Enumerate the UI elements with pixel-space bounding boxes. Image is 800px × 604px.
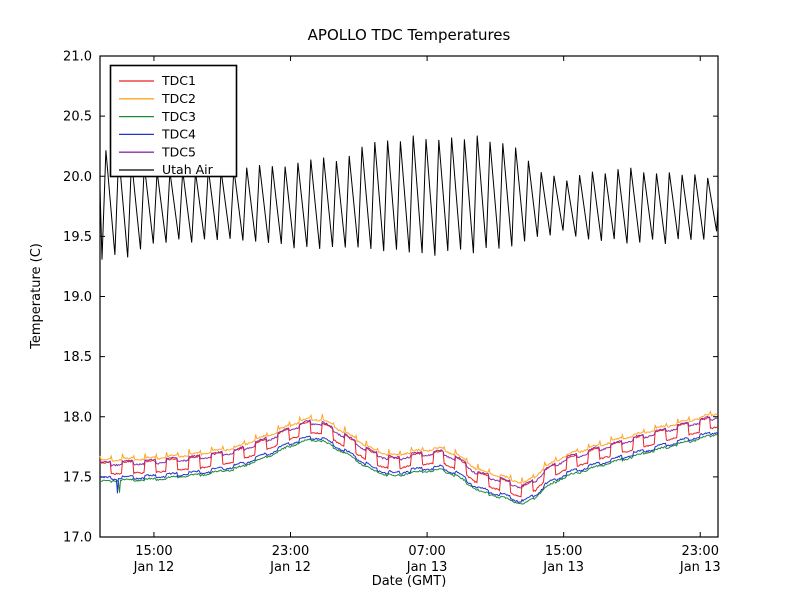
x-tick-date-label: Jan 12	[269, 560, 311, 575]
series-line-tdc3	[99, 433, 718, 505]
y-tick-label: 19.5	[63, 230, 92, 245]
x-axis-label: Date (GMT)	[372, 574, 447, 589]
series-line-utah-air	[99, 135, 719, 260]
y-tick-label: 17.0	[63, 531, 92, 546]
y-tick-label: 20.0	[63, 170, 92, 185]
series-line-tdc4	[99, 431, 718, 503]
x-tick-time-label: 15:00	[545, 544, 582, 559]
x-tick-time-label: 23:00	[682, 544, 719, 559]
x-tick-time-label: 23:00	[272, 544, 309, 559]
x-tick-date-label: Jan 13	[406, 560, 448, 575]
legend: TDC1 TDC2 TDC3 TDC4 TDC5 Utah Air	[109, 64, 238, 178]
y-tick-label: 20.5	[63, 110, 92, 125]
series-lines	[99, 135, 719, 505]
x-tick-date-label: Jan 13	[542, 560, 584, 575]
legend-label-utah-air: Utah Air	[162, 162, 214, 177]
series-line-tdc1	[99, 416, 718, 498]
y-tick-label: 17.5	[63, 470, 92, 485]
y-tick-label: 21.0	[63, 50, 92, 65]
chart-title: APOLLO TDC Temperatures	[308, 26, 511, 44]
legend-label-tdc4: TDC4	[161, 127, 196, 142]
axis-ticks: 17.0 17.5 18.0 18.5 19.0 19.5 20.0 20.5 21.0 15:0…	[63, 50, 721, 576]
legend-box	[109, 64, 238, 178]
y-axis-label: Temperature (C)	[29, 243, 44, 350]
series-line-tdc2	[99, 409, 718, 485]
y-tick-label: 18.5	[63, 350, 92, 365]
x-tick-time-label: 15:00	[135, 544, 172, 559]
y-tick-label: 19.0	[63, 290, 92, 305]
legend-label-tdc5: TDC5	[161, 144, 196, 159]
legend-label-tdc1: TDC1	[161, 73, 196, 88]
legend-label-tdc2: TDC2	[161, 91, 196, 106]
x-tick-time-label: 07:00	[408, 544, 445, 559]
x-tick-date-label: Jan 12	[133, 560, 175, 575]
x-tick-date-label: Jan 13	[679, 560, 721, 575]
series-line-tdc5	[99, 415, 718, 489]
y-tick-label: 18.0	[63, 410, 92, 425]
legend-label-tdc3: TDC3	[161, 109, 196, 124]
